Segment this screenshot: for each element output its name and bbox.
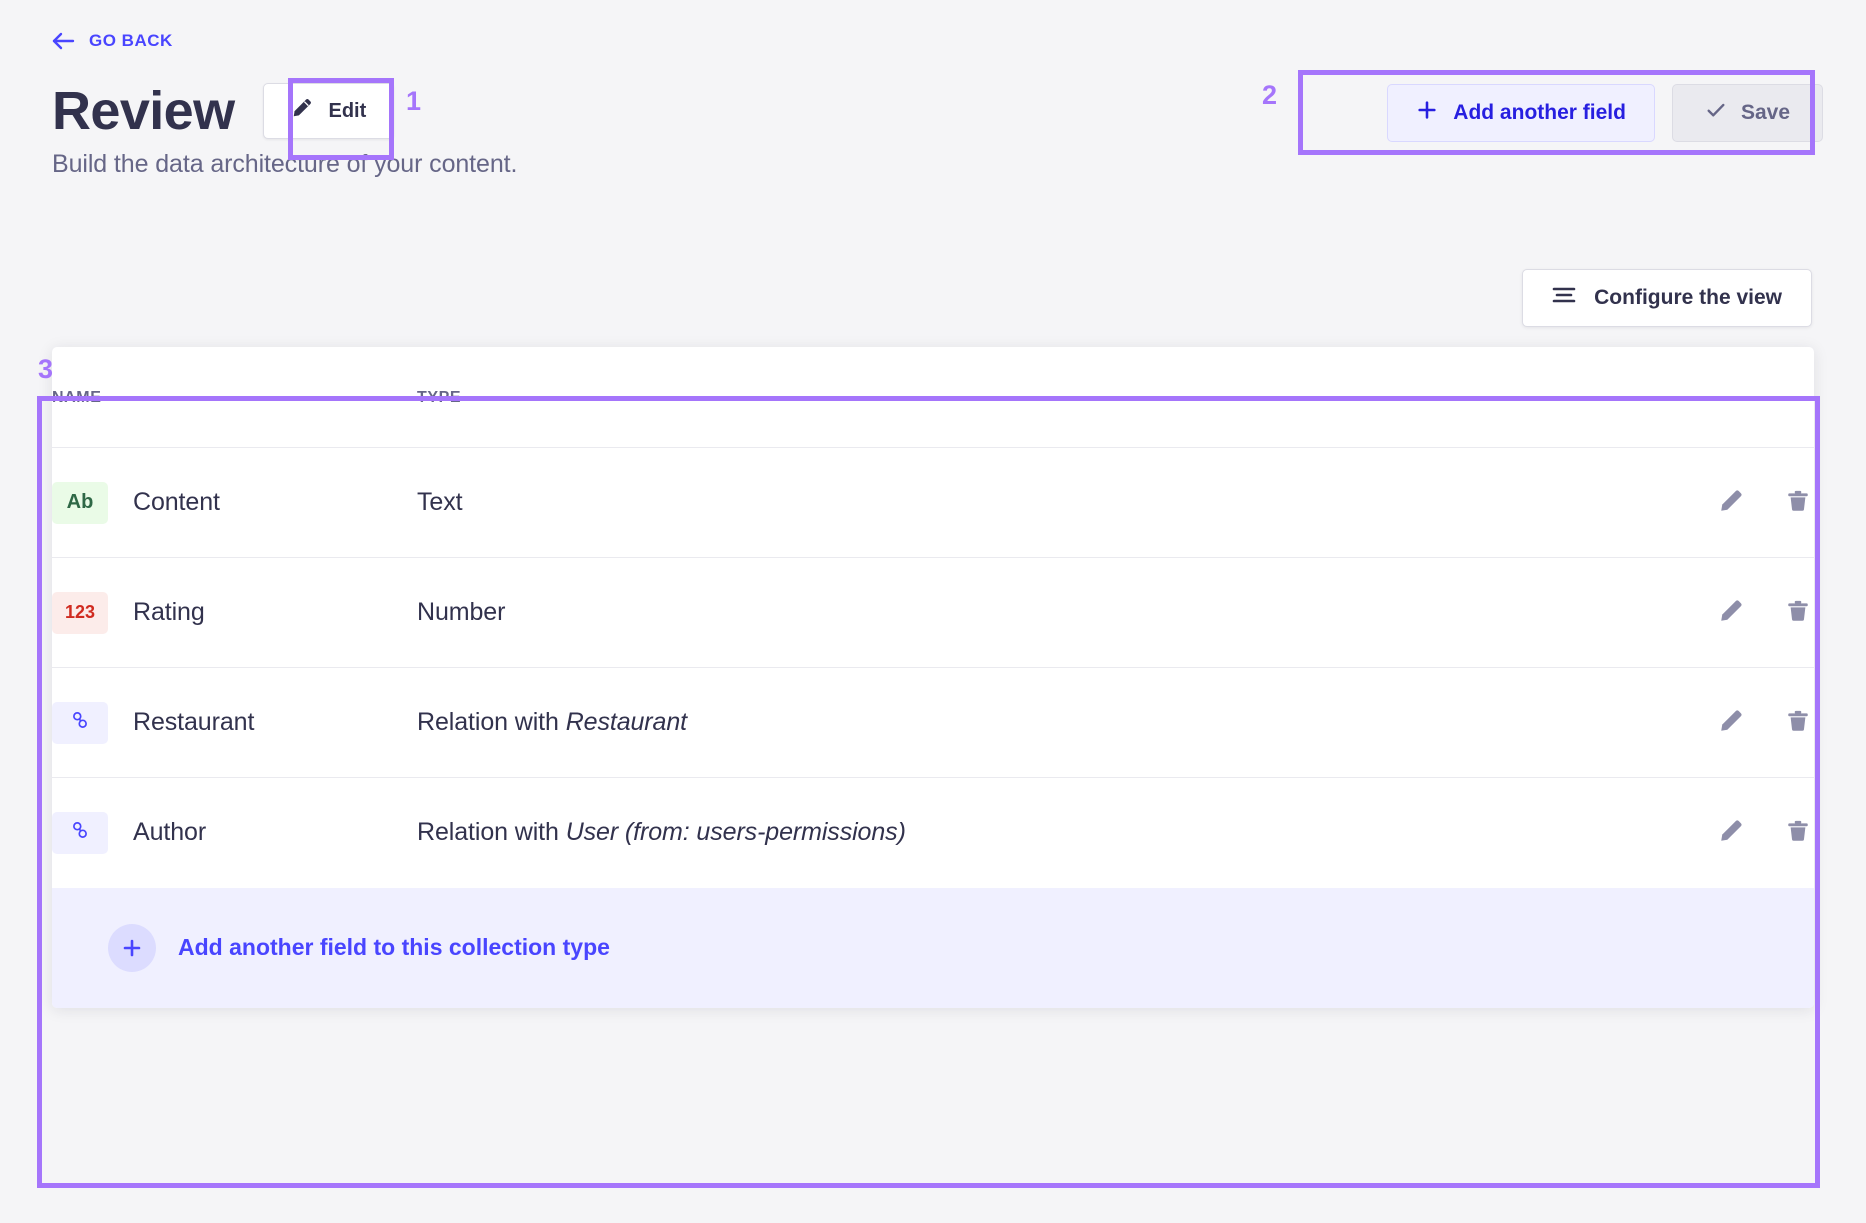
field-type-badge-number: 123 [52,591,108,634]
edit-button-label: Edit [328,99,367,122]
table-head: NAME TYPE [52,347,1814,448]
annotation-number-2: 2 [1262,80,1278,110]
row-type-cell: Number [417,557,1367,668]
fields-card: NAME TYPE Ab Content Text [52,347,1814,1008]
sliders-icon [1552,285,1576,311]
field-name: Restaurant [133,708,255,736]
field-name: Content [133,488,220,516]
field-type-badge-relation [52,811,108,854]
delete-field-button[interactable] [1782,487,1814,519]
row-type-cell: Relation with Restaurant [417,667,1367,778]
edit-button[interactable]: Edit [262,83,395,139]
go-back-link[interactable]: GO BACK [52,31,173,51]
pencil-icon [1718,818,1744,847]
plus-icon [1416,99,1438,127]
pencil-icon [291,97,313,125]
trash-icon [1785,598,1811,627]
row-actions-cell [1367,447,1814,558]
row-name-cell: Ab Content [52,447,417,558]
table-body: Ab Content Text [52,447,1814,888]
edit-field-button[interactable] [1715,597,1747,629]
column-header-actions [1367,347,1814,448]
configure-the-view-label: Configure the view [1594,286,1782,309]
top-actions: Add another field Save [1387,84,1823,142]
page-title: Review [52,81,235,141]
plus-icon [108,923,156,972]
row-actions-cell [1367,778,1814,888]
pencil-icon [1718,708,1744,737]
row-type-cell: Text [417,447,1367,558]
row-name-cell: Restaurant [52,667,417,778]
arrow-left-icon [52,31,76,51]
delete-field-button[interactable] [1782,817,1814,849]
field-type: Relation with User (from: users-permissi… [417,818,906,847]
field-name: Author [133,818,207,847]
row-type-cell: Relation with User (from: users-permissi… [417,778,1367,888]
table-row: 123 Rating Number [52,557,1814,668]
trash-icon [1785,488,1811,517]
table-header-row: NAME TYPE [52,347,1814,448]
add-another-field-button[interactable]: Add another field [1387,84,1655,142]
trash-icon [1785,818,1811,847]
edit-field-button[interactable] [1715,817,1747,849]
add-another-field-label: Add another field [1453,101,1626,124]
field-type: Relation with Restaurant [417,708,687,736]
table-row: Ab Content Text [52,447,1814,558]
row-actions-cell [1367,667,1814,778]
go-back-label: GO BACK [89,31,173,50]
delete-field-button[interactable] [1782,597,1814,629]
edit-field-button[interactable] [1715,707,1747,739]
configure-the-view-button[interactable]: Configure the view [1522,269,1812,327]
annotation-number-3: 3 [38,354,54,384]
field-type: Text [417,488,463,516]
check-icon [1705,99,1727,127]
table-row: Author Relation with User (from: users-p… [52,778,1814,888]
add-field-footer-label: Add another field to this collection typ… [178,934,610,960]
delete-field-button[interactable] [1782,707,1814,739]
annotation-number-1: 1 [406,86,422,116]
page-subtitle: Build the data architecture of your cont… [52,150,518,178]
field-name: Rating [133,598,205,626]
field-type-badge-relation [52,701,108,744]
row-actions-cell [1367,557,1814,668]
save-button-label: Save [1740,101,1790,124]
row-name-cell: Author [52,778,417,888]
field-type: Number [417,598,506,626]
title-row: Review Edit [52,78,395,144]
link-icon [68,818,92,848]
pencil-icon [1718,598,1744,627]
link-icon [68,708,92,738]
table-row: Restaurant Relation with Restaurant [52,667,1814,778]
trash-icon [1785,708,1811,737]
field-type-badge-text: Ab [52,481,108,524]
pencil-icon [1718,488,1744,517]
column-header-name: NAME [52,347,417,448]
edit-field-button[interactable] [1715,487,1747,519]
fields-table: NAME TYPE Ab Content Text [52,347,1814,888]
row-name-cell: 123 Rating [52,557,417,668]
column-header-type: TYPE [417,347,1367,448]
add-field-footer-button[interactable]: Add another field to this collection typ… [52,887,1814,1008]
save-button[interactable]: Save [1671,84,1823,142]
